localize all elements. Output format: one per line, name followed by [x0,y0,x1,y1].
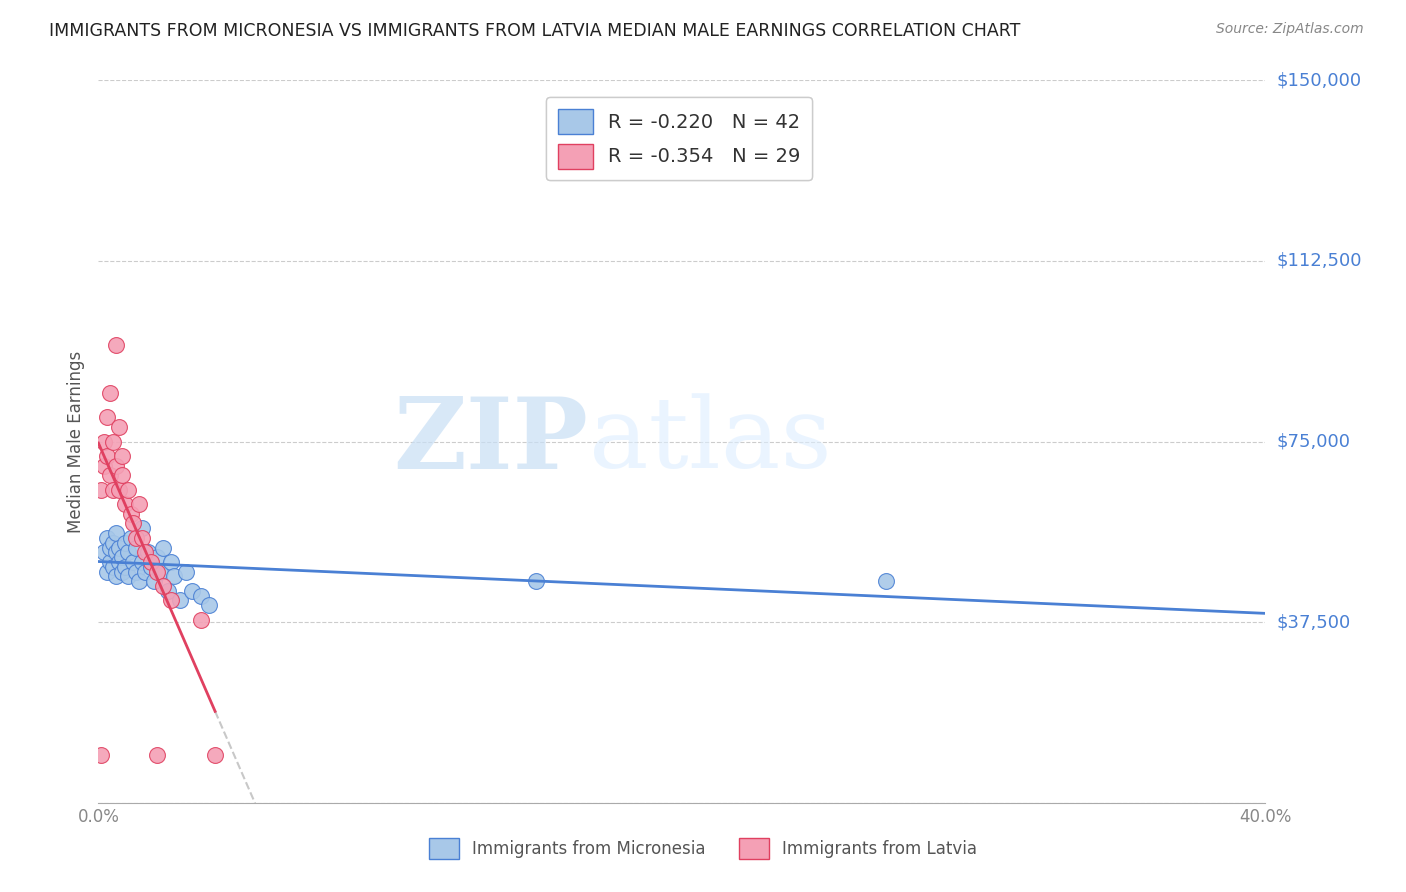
Point [146,747,169,762]
Point [149,565,172,579]
Point [125,565,148,579]
Text: $37,500: $37,500 [1277,613,1351,632]
Point [96,449,118,463]
Point [190,613,212,627]
Point [160,593,183,607]
Text: $75,000: $75,000 [1277,433,1351,450]
Point [114,497,136,511]
Point [125,541,148,555]
Text: IMMIGRANTS FROM MICRONESIA VS IMMIGRANTS FROM LATVIA MEDIAN MALE EARNINGS CORREL: IMMIGRANTS FROM MICRONESIA VS IMMIGRANTS… [49,22,1021,40]
Point [131,531,153,545]
Point [139,559,162,574]
Point [101,483,124,497]
Point [122,555,145,569]
Point [128,497,150,511]
Point [117,545,139,559]
Point [190,589,212,603]
Point [131,555,153,569]
Point [122,516,145,531]
Point [111,468,134,483]
Point [131,521,153,535]
Point [146,565,169,579]
Point [134,545,156,559]
Text: $150,000: $150,000 [1277,71,1361,89]
Point [163,569,186,583]
Point [174,565,197,579]
Point [98,555,121,569]
Point [111,449,134,463]
Point [152,579,174,593]
Legend: R = -0.220   N = 42, R = -0.354   N = 29: R = -0.220 N = 42, R = -0.354 N = 29 [546,97,813,180]
Point [93,545,115,559]
Point [98,468,121,483]
Point [134,565,156,579]
Point [108,555,131,569]
Point [104,458,127,473]
Point [111,565,134,579]
Point [101,434,124,449]
Point [98,541,121,555]
Point [875,574,897,589]
Point [117,569,139,583]
Point [146,550,169,565]
Point [114,559,136,574]
Point [101,559,124,574]
Point [101,535,124,549]
Point [96,565,118,579]
Point [111,550,134,565]
Point [152,541,174,555]
Point [139,555,162,569]
Point [104,338,127,352]
Point [136,545,159,559]
Point [524,574,547,589]
Point [98,386,121,401]
Text: ZIP: ZIP [394,393,589,490]
Point [120,507,142,521]
Point [120,531,142,545]
Point [108,541,131,555]
Text: $112,500: $112,500 [1277,252,1362,270]
Point [104,569,127,583]
Point [93,458,115,473]
Point [169,593,191,607]
Point [104,526,127,541]
Point [96,410,118,425]
Point [128,574,150,589]
Point [198,599,221,613]
Point [90,747,112,762]
Legend: Immigrants from Micronesia, Immigrants from Latvia: Immigrants from Micronesia, Immigrants f… [422,831,984,866]
Point [93,434,115,449]
Point [204,747,226,762]
Point [125,531,148,545]
Point [104,545,127,559]
Text: Source: ZipAtlas.com: Source: ZipAtlas.com [1216,22,1364,37]
Y-axis label: Median Male Earnings: Median Male Earnings [66,351,84,533]
Point [117,483,139,497]
Point [108,420,131,434]
Point [96,531,118,545]
Point [142,574,165,589]
Point [157,583,180,598]
Point [160,555,183,569]
Text: atlas: atlas [589,393,831,490]
Point [114,535,136,549]
Point [180,583,202,598]
Point [108,483,131,497]
Point [90,483,112,497]
